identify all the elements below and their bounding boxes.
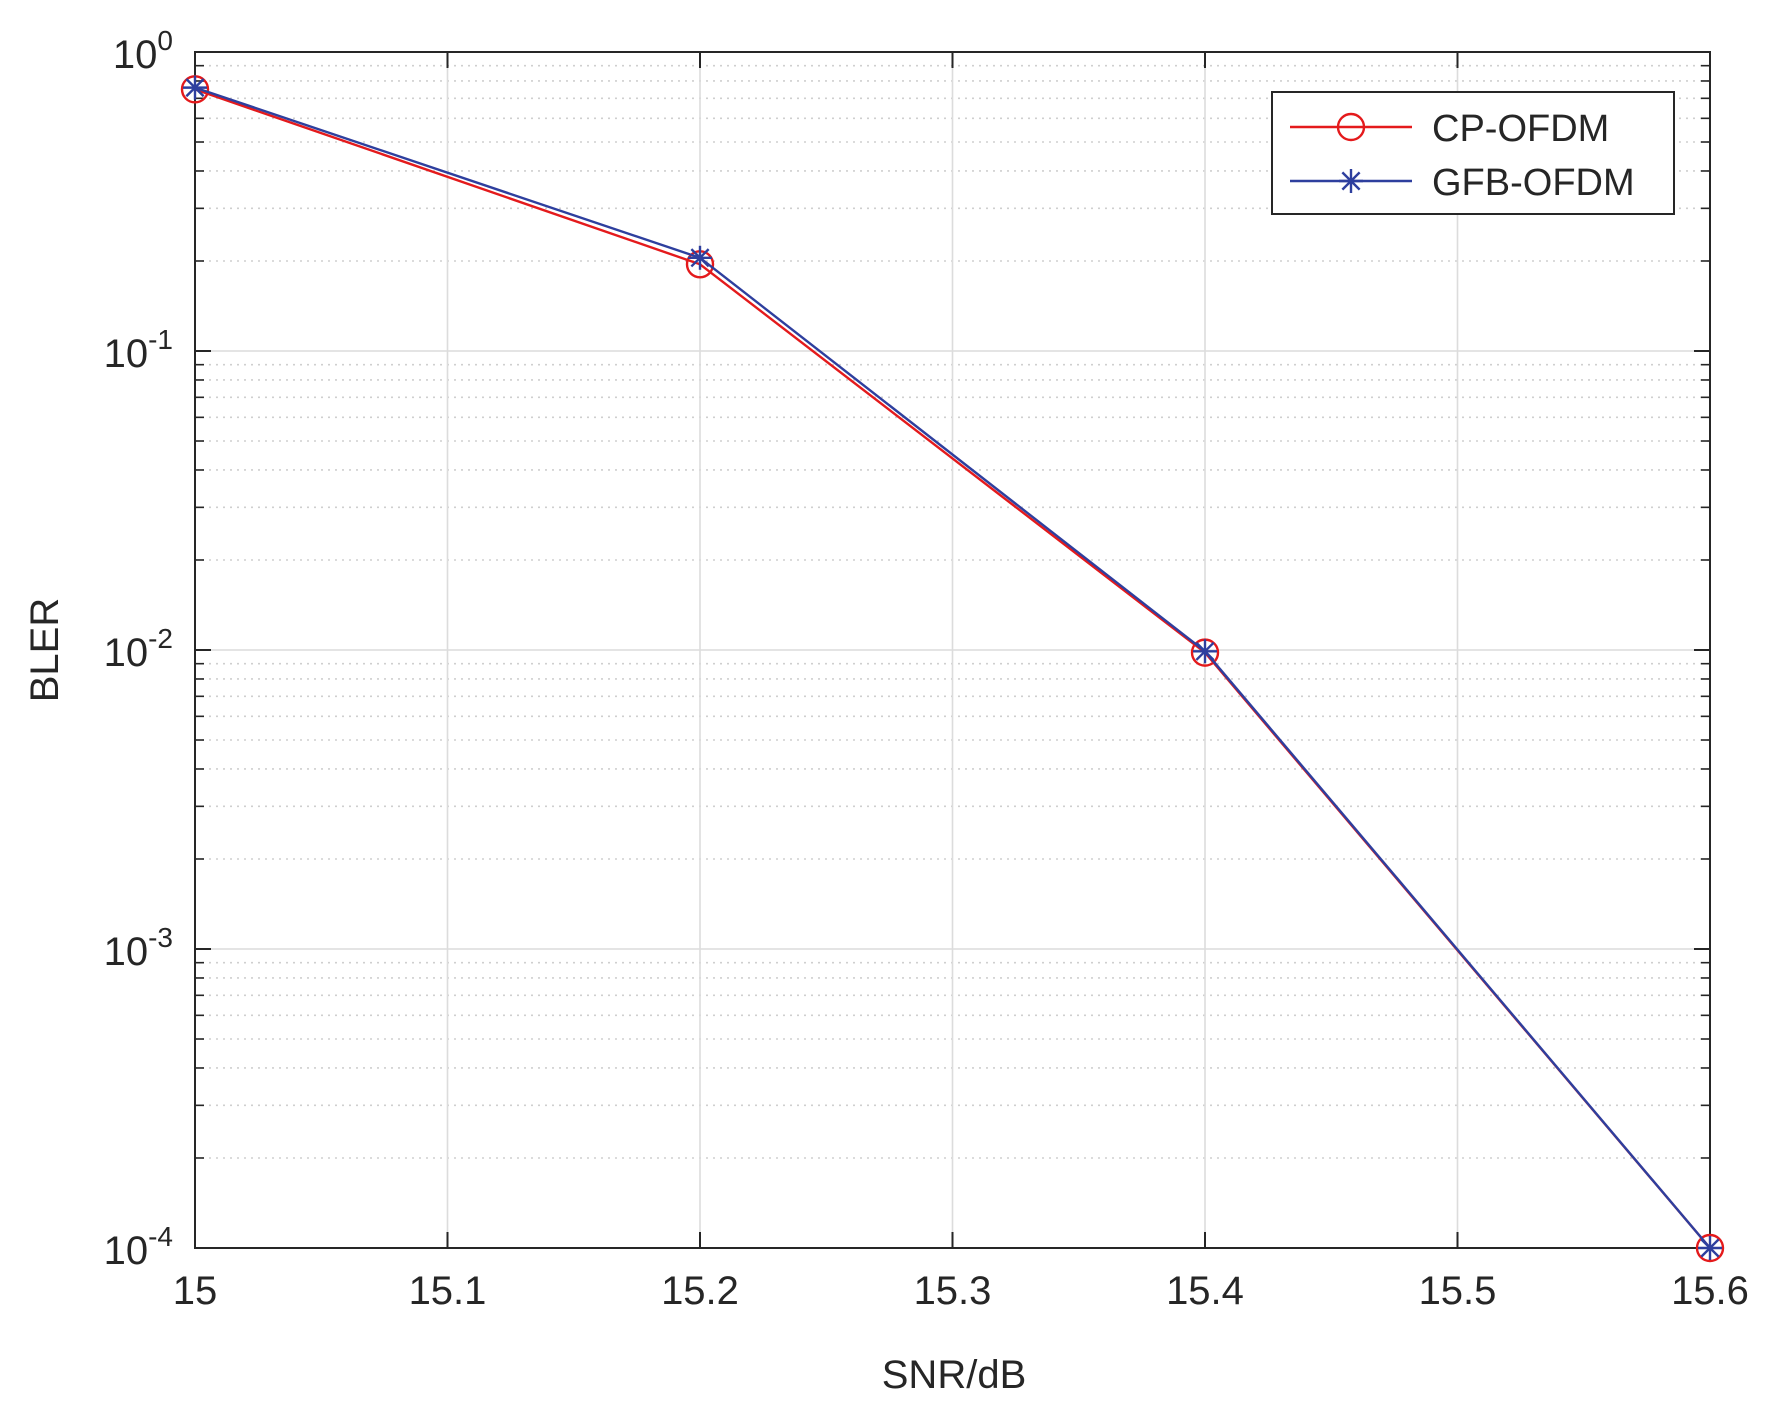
y-axis-label: BLER: [23, 598, 67, 703]
legend-label: CP-OFDM: [1432, 108, 1609, 150]
x-axis-label: SNR/dB: [882, 1353, 1027, 1397]
x-tick-label: 15.4: [1166, 1269, 1244, 1313]
asterisk-marker-stroke: [1195, 641, 1215, 661]
x-tick-label: 15.1: [409, 1269, 487, 1313]
x-tick-label: 15.2: [661, 1269, 739, 1313]
y-tick-label: 10-4: [104, 1221, 173, 1273]
legend-entry: CP-OFDM: [1290, 108, 1609, 150]
y-tick-label: 10-3: [104, 922, 173, 974]
asterisk-marker-stroke: [690, 248, 710, 268]
series-gfb-ofdm: [183, 75, 1722, 1260]
x-tick-label: 15.6: [1671, 1269, 1749, 1313]
circle-marker: [1695, 1233, 1725, 1263]
circle-marker: [1336, 112, 1366, 142]
legend: CP-OFDM GFB-OFDM: [1271, 91, 1675, 215]
x-tick-label: 15.3: [914, 1269, 992, 1313]
series-layer: [180, 75, 1725, 1263]
asterisk-marker-stroke: [1700, 1238, 1720, 1258]
x-tick-labels: 15 15.1 15.2 15.3 15.4 15.5 15.6: [173, 1269, 1749, 1313]
y-tick-label: 10-1: [104, 324, 173, 376]
legend-entry: GFB-OFDM: [1290, 162, 1635, 204]
y-tick-labels: 10-4 10-3 10-2 10-1 100: [104, 25, 173, 1273]
x-tick-label: 15.5: [1419, 1269, 1497, 1313]
y-tick-label: 100: [113, 25, 173, 77]
asterisk-marker-stroke: [1341, 171, 1361, 191]
legend-box: [1271, 91, 1675, 215]
x-tick-label: 15: [173, 1269, 218, 1313]
axis-ticks: [194, 51, 1711, 1249]
series-line: [194, 86, 1711, 1249]
major-grid: [195, 52, 1710, 1248]
asterisk-marker-stroke: [185, 78, 205, 98]
legend-label: GFB-OFDM: [1432, 162, 1635, 204]
y-tick-label: 10-2: [104, 623, 173, 675]
